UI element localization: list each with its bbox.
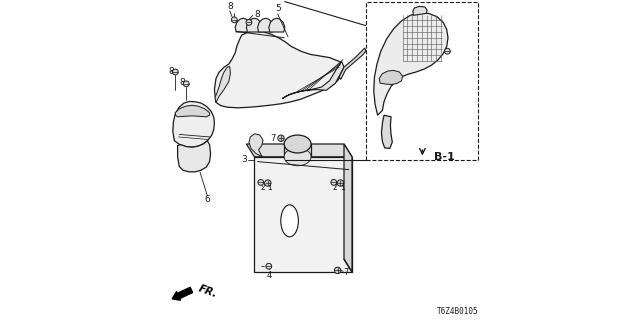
- Polygon shape: [246, 144, 352, 157]
- Ellipse shape: [284, 135, 311, 153]
- Polygon shape: [175, 105, 210, 117]
- Polygon shape: [339, 48, 366, 79]
- Polygon shape: [269, 18, 285, 32]
- Text: FR.: FR.: [197, 283, 218, 299]
- Text: 4: 4: [266, 271, 271, 280]
- Text: 8: 8: [255, 10, 260, 19]
- Circle shape: [246, 20, 252, 25]
- Text: B-1: B-1: [434, 152, 454, 162]
- Text: 8: 8: [180, 78, 185, 87]
- FancyArrow shape: [172, 287, 193, 300]
- Text: 3: 3: [241, 156, 247, 164]
- Polygon shape: [381, 115, 392, 148]
- Polygon shape: [380, 70, 403, 84]
- Polygon shape: [254, 157, 352, 272]
- Circle shape: [331, 180, 337, 185]
- Polygon shape: [215, 67, 230, 102]
- Text: 1: 1: [267, 183, 272, 192]
- Polygon shape: [236, 18, 252, 32]
- Circle shape: [445, 48, 451, 54]
- Ellipse shape: [281, 205, 298, 237]
- Text: 8: 8: [168, 67, 174, 76]
- Circle shape: [335, 267, 341, 274]
- Text: 8: 8: [227, 2, 232, 11]
- Polygon shape: [413, 6, 428, 15]
- Polygon shape: [246, 18, 262, 32]
- Bar: [366, 2, 479, 160]
- Polygon shape: [249, 134, 263, 157]
- Polygon shape: [344, 144, 352, 272]
- Text: 7: 7: [343, 268, 348, 277]
- Polygon shape: [258, 18, 274, 32]
- Circle shape: [266, 263, 272, 269]
- Polygon shape: [178, 141, 211, 172]
- Circle shape: [278, 135, 284, 141]
- Circle shape: [232, 17, 237, 23]
- Circle shape: [337, 180, 344, 186]
- Text: 2: 2: [260, 183, 265, 192]
- Polygon shape: [214, 30, 344, 108]
- Polygon shape: [282, 61, 344, 99]
- Polygon shape: [173, 101, 214, 147]
- Circle shape: [173, 69, 178, 75]
- Text: T6Z4B0105: T6Z4B0105: [436, 308, 479, 316]
- Text: 5: 5: [275, 4, 280, 13]
- Text: 1: 1: [340, 183, 345, 192]
- Circle shape: [265, 180, 271, 186]
- Text: 6: 6: [205, 195, 210, 204]
- Text: 2: 2: [333, 183, 338, 192]
- Ellipse shape: [284, 148, 311, 166]
- Polygon shape: [374, 13, 448, 115]
- Circle shape: [258, 180, 264, 185]
- Circle shape: [184, 81, 189, 87]
- Text: 7: 7: [271, 134, 276, 143]
